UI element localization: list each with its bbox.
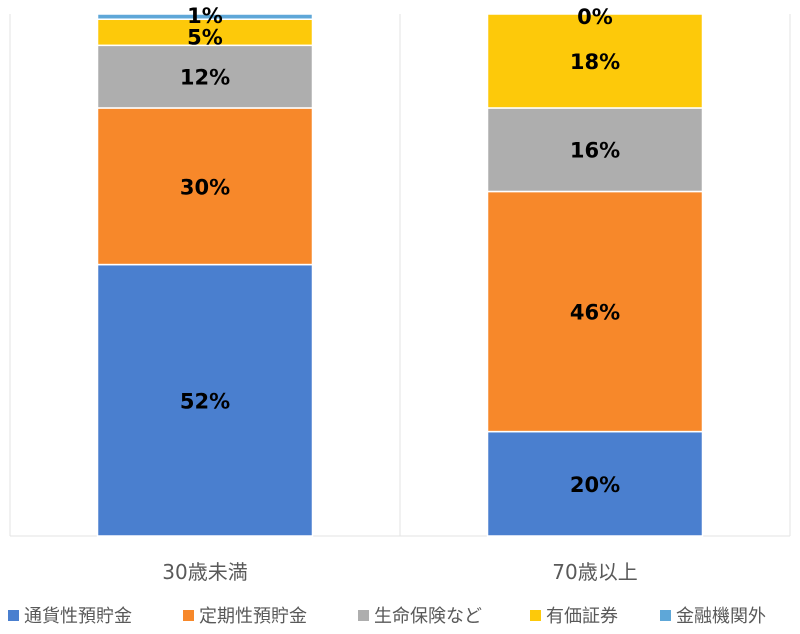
legend-label: 定期性預貯金 [199, 606, 307, 627]
legend-label: 通貨性預貯金 [24, 606, 132, 627]
data-label: 46% [570, 301, 620, 325]
legend-swatch [530, 610, 541, 621]
data-label: 0% [577, 5, 613, 29]
legend-swatch [8, 610, 19, 621]
legend-swatch [183, 610, 194, 621]
bar-segment [96, 263, 314, 537]
bar-segment [486, 430, 704, 537]
bar-segment [486, 190, 704, 433]
legend-label: 金融機関外 [676, 606, 766, 627]
data-label: 52% [180, 389, 230, 413]
bar-segment [486, 13, 704, 109]
data-label: 30% [180, 175, 230, 199]
data-label: 18% [570, 50, 620, 74]
data-label: 20% [570, 473, 620, 497]
legend-swatch [660, 610, 671, 621]
legend-swatch [358, 610, 369, 621]
data-label: 12% [180, 66, 230, 90]
bar-segment [96, 44, 314, 109]
legend-label: 有価証券 [546, 606, 618, 627]
data-label: 5% [187, 25, 223, 49]
legend-label: 生命保険など [374, 606, 482, 627]
bar-segment [96, 18, 314, 47]
bar-segment [96, 13, 314, 20]
data-label: 16% [570, 139, 620, 163]
bar-segment [486, 107, 704, 193]
bar-segment [96, 107, 314, 266]
category-label: 30歳未満 [162, 560, 247, 584]
data-label: 1% [187, 4, 223, 28]
category-label: 70歳以上 [552, 560, 637, 584]
